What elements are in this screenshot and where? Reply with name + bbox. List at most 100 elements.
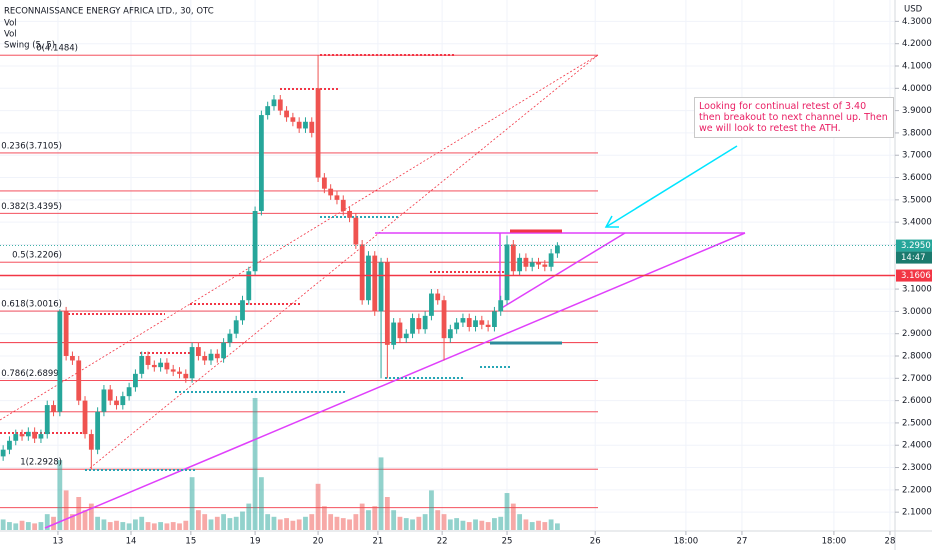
volume-bar — [529, 522, 535, 530]
fib-label: 0.5(3.2206) — [12, 251, 62, 261]
volume-bar — [139, 516, 145, 530]
volume-bar — [340, 518, 346, 530]
trend-channel — [89, 54, 599, 469]
candle-body — [422, 315, 428, 330]
countdown-tag — [896, 251, 932, 264]
volume-bar — [233, 516, 239, 530]
volume-bar — [435, 510, 441, 530]
candle-body — [13, 434, 19, 441]
volume-bar — [410, 519, 415, 530]
volume-bar — [38, 522, 44, 530]
volume-bar — [70, 514, 75, 530]
y-tick-label: 3.1000 — [902, 285, 932, 295]
x-tick-label: 21 — [372, 537, 383, 547]
candle-body — [126, 387, 132, 397]
x-tick-label: 14 — [126, 537, 137, 547]
y-tick-label: 2.9000 — [902, 329, 932, 339]
volume-bar — [145, 522, 151, 530]
volume-bar — [548, 519, 554, 530]
volume-bar — [284, 518, 289, 530]
candle-body — [271, 99, 277, 107]
candle-body — [88, 434, 94, 450]
currency: USD — [904, 5, 923, 15]
price-tag-label: 3.2950 — [901, 241, 931, 251]
volume-bar — [107, 522, 113, 530]
volume-bar — [334, 516, 340, 530]
volume-bar — [164, 523, 170, 530]
x-tick-label: 18:00 — [822, 537, 847, 547]
candle-body — [340, 199, 346, 211]
y-tick-label: 3.0000 — [902, 307, 932, 317]
countdown: 14:47 — [901, 253, 926, 263]
volume-bar — [25, 522, 31, 530]
candle-body — [410, 318, 415, 334]
candle-body — [492, 311, 497, 327]
candle-body — [347, 211, 352, 218]
candle-body — [403, 333, 409, 339]
fib-label: 0.618(3.0016) — [1, 300, 62, 310]
volume-bar — [51, 516, 56, 530]
fib-label: 0.786(2.6899) — [1, 369, 62, 379]
candle-body — [290, 117, 296, 122]
price-tag — [896, 269, 932, 282]
y-tick-label: 4.2000 — [902, 39, 932, 49]
volume-bar — [240, 511, 245, 530]
x-tick-label: 22 — [437, 537, 448, 547]
candle-body — [284, 110, 289, 118]
fib-label: 0(4.1484) — [36, 44, 78, 54]
y-tick-label: 3.8000 — [902, 128, 932, 138]
candle-body — [145, 356, 151, 365]
annotation: Looking for continual retest of 3.40 the… — [694, 97, 894, 138]
volume-bar — [366, 510, 371, 530]
volume-bar — [44, 514, 50, 530]
y-tick-label: 3.4000 — [902, 218, 932, 228]
y-tick-label: 3.9000 — [902, 106, 932, 116]
volume-bar — [555, 523, 560, 530]
candle-body — [542, 264, 548, 267]
candle-body — [183, 373, 189, 379]
volume-bar — [13, 523, 19, 530]
candle-body — [315, 88, 321, 178]
volume-bar — [246, 503, 252, 530]
volume-bar — [133, 519, 138, 530]
candle-body — [397, 322, 403, 339]
volume-bar — [120, 522, 126, 530]
candle-body — [479, 320, 485, 325]
candle-body — [139, 356, 145, 374]
fib-label: 1(2.2928) — [20, 458, 62, 468]
candle-body — [221, 342, 226, 359]
volume-bar — [504, 493, 510, 530]
price-tag — [896, 239, 932, 252]
candle-body — [536, 262, 541, 265]
candle-body — [435, 293, 441, 301]
arrow-head — [604, 215, 619, 228]
candle-body — [82, 400, 88, 435]
volume-bar — [441, 514, 447, 530]
candle-body — [334, 195, 340, 200]
volume-bar — [57, 460, 63, 530]
candle-body — [359, 244, 365, 301]
volume-bar — [479, 520, 485, 530]
x-tick-label: 15 — [185, 537, 196, 547]
candle-body — [51, 405, 56, 412]
candle-body — [114, 400, 119, 406]
volume-bar — [277, 519, 283, 530]
candle-body — [473, 320, 478, 327]
candle-body — [296, 121, 302, 129]
volume-bar — [7, 522, 12, 530]
candle-body — [384, 262, 390, 345]
volume-bar — [378, 457, 384, 530]
candle-body — [454, 322, 460, 330]
candle-body — [252, 211, 258, 272]
candle-body — [523, 257, 529, 267]
y-tick-label: 4.3000 — [902, 17, 932, 27]
volume-bar — [315, 483, 321, 530]
y-tick-label: 4.0000 — [902, 84, 932, 94]
candle-body — [328, 188, 334, 196]
volume-bar — [321, 506, 327, 530]
volume-bar — [384, 497, 390, 530]
volume-bar — [517, 514, 523, 530]
volume-bar — [258, 477, 264, 530]
volume-bar — [447, 519, 453, 530]
candle-body — [504, 244, 510, 301]
